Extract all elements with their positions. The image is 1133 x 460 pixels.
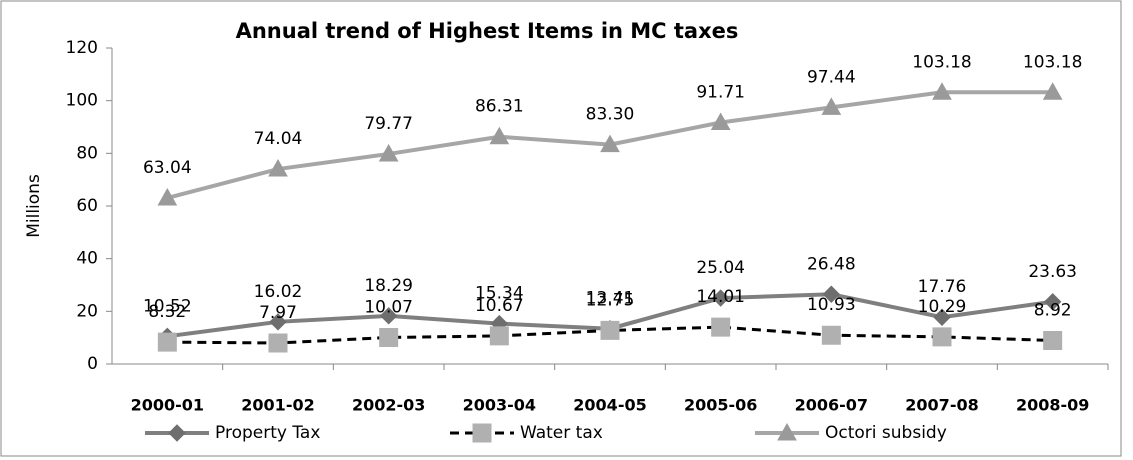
legend-marker xyxy=(777,422,797,441)
chart-title: Annual trend of Highest Items in MC taxe… xyxy=(236,19,739,43)
data-label: 103.18 xyxy=(912,52,971,72)
x-tick-label: 2008-09 xyxy=(1016,396,1089,415)
data-point xyxy=(932,327,952,347)
data-label: 12.75 xyxy=(586,290,635,310)
y-tick-label: 0 xyxy=(87,354,98,374)
data-label: 97.44 xyxy=(807,67,856,87)
data-label: 103.18 xyxy=(1023,52,1082,72)
y-tick-label: 120 xyxy=(66,38,98,58)
data-label: 15.34 xyxy=(475,284,524,304)
x-tick-label: 2004-05 xyxy=(573,396,646,415)
legend-marker xyxy=(168,424,186,442)
data-label: 74.04 xyxy=(254,129,303,149)
data-point xyxy=(932,82,952,100)
y-tick-label: 40 xyxy=(76,249,98,269)
y-tick-label: 100 xyxy=(66,91,98,111)
data-point xyxy=(268,159,288,177)
data-point xyxy=(711,289,730,307)
data-label: 10.93 xyxy=(807,295,856,315)
data-point xyxy=(600,320,620,340)
data-point xyxy=(821,325,841,345)
data-point xyxy=(711,317,731,337)
data-point xyxy=(379,327,399,347)
legend-label: Water tax xyxy=(520,423,603,443)
data-label: 10.29 xyxy=(918,297,967,317)
data-point xyxy=(379,307,398,325)
data-label: 25.04 xyxy=(696,258,745,278)
data-label: 86.31 xyxy=(475,97,524,117)
y-axis-label: Millions xyxy=(24,174,44,238)
y-tick-label: 60 xyxy=(76,196,98,216)
data-point xyxy=(269,313,287,331)
data-point xyxy=(489,126,510,145)
legend-label: Property Tax xyxy=(215,423,320,443)
data-label: 18.29 xyxy=(364,276,413,296)
data-label: 23.63 xyxy=(1028,262,1077,282)
y-tick-label: 20 xyxy=(76,301,98,321)
data-point xyxy=(1043,331,1063,351)
data-point xyxy=(378,143,399,162)
data-label: 8.32 xyxy=(148,302,186,322)
data-label: 14.01 xyxy=(696,287,745,307)
x-tick-label: 2001-02 xyxy=(241,396,314,415)
data-label: 17.76 xyxy=(918,277,967,297)
x-tick-label: 2003-04 xyxy=(463,396,536,415)
data-point xyxy=(821,97,842,115)
data-point xyxy=(157,332,177,352)
data-point xyxy=(822,285,841,303)
data-label: 10.52 xyxy=(143,296,192,316)
x-tick-label: 2002-03 xyxy=(352,396,425,415)
data-point xyxy=(933,308,951,326)
x-tick-label: 2005-06 xyxy=(684,396,757,415)
data-label: 79.77 xyxy=(364,114,413,134)
y-tick-label: 80 xyxy=(76,143,98,163)
data-point xyxy=(268,333,288,353)
data-label: 13.41 xyxy=(586,289,635,309)
data-label: 10.67 xyxy=(475,296,524,316)
legend-label: Octori subsidy xyxy=(825,423,947,443)
data-point xyxy=(1042,82,1063,100)
data-point xyxy=(1043,293,1062,311)
data-label: 8.92 xyxy=(1034,301,1072,321)
data-label: 83.30 xyxy=(586,105,635,125)
data-label: 10.07 xyxy=(364,297,413,317)
x-tick-label: 2000-01 xyxy=(131,396,204,415)
data-point xyxy=(600,134,620,153)
data-label: 16.02 xyxy=(254,282,303,302)
data-point xyxy=(157,187,178,206)
data-label: 63.04 xyxy=(143,158,192,178)
data-point xyxy=(489,326,509,346)
data-label: 91.71 xyxy=(696,82,745,102)
legend-marker xyxy=(472,423,492,443)
data-point xyxy=(710,112,731,130)
x-tick-label: 2007-08 xyxy=(905,396,978,415)
x-tick-label: 2006-07 xyxy=(795,396,868,415)
data-label: 7.97 xyxy=(259,303,297,323)
data-label: 26.48 xyxy=(807,254,856,274)
